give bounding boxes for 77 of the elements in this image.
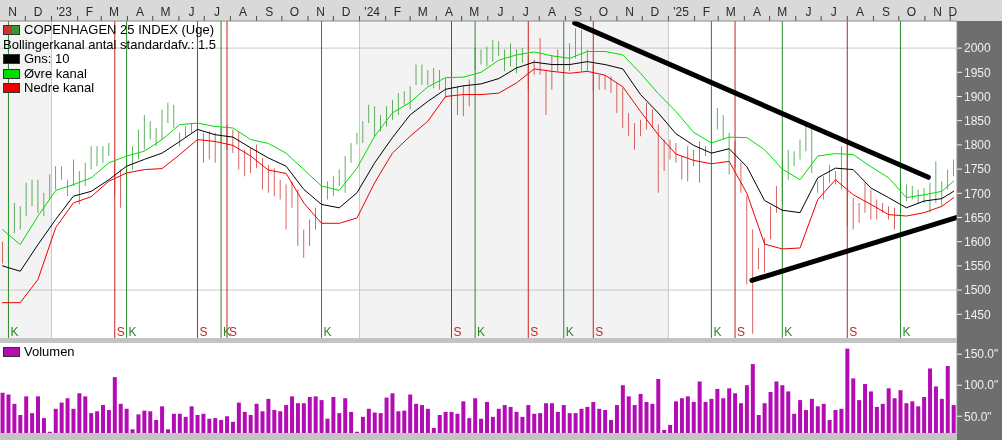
- ref-line-label: K: [565, 325, 574, 339]
- ref-line-label: K: [784, 325, 793, 339]
- ref-line-label: K: [128, 325, 137, 339]
- x-tick-label: M: [160, 4, 171, 19]
- x-tick-label: M: [417, 4, 428, 19]
- x-tick-label: S: [882, 4, 891, 19]
- y-tick-label: 1800: [964, 138, 992, 153]
- x-tick-label: O: [598, 4, 609, 19]
- ref-line-label: K: [477, 325, 486, 339]
- x-tick-label: A: [239, 4, 248, 19]
- ref-line-label: S: [199, 325, 208, 339]
- x-tick-label: O: [906, 4, 917, 19]
- x-tick-label: F: [702, 4, 711, 19]
- y-tick-label: 1900: [964, 89, 992, 104]
- x-tick-label: S: [574, 4, 583, 19]
- x-tick-label: M: [108, 4, 119, 19]
- ref-line-label: S: [595, 325, 604, 339]
- x-tick-label: N: [933, 4, 942, 19]
- x-tick-label: '24: [364, 4, 381, 19]
- x-tick-label: J: [522, 4, 529, 19]
- ref-line-label: S: [530, 325, 539, 339]
- y-tick-label: 1950: [964, 65, 992, 80]
- line-series: [2, 68, 955, 304]
- x-tick-label: M: [469, 4, 480, 19]
- y-tick-label: 2000: [964, 41, 992, 56]
- y-tick-label: 1550: [964, 259, 992, 274]
- y-tick-label: 1500: [964, 283, 992, 298]
- legend-label: Gns: 10: [24, 51, 70, 67]
- ref-line-label: K: [902, 325, 911, 339]
- legend-label: Nedre kanal: [24, 80, 95, 96]
- ref-line-label: S: [737, 325, 746, 339]
- x-tick-label: F: [393, 4, 402, 19]
- x-tick-label: M: [725, 4, 736, 19]
- x-tick-label: A: [752, 4, 761, 19]
- x-tick-label: N: [625, 4, 634, 19]
- ref-line-label: K: [323, 325, 332, 339]
- x-tick-label: '23: [56, 4, 73, 19]
- y-tick-label: 1700: [964, 186, 992, 201]
- x-tick-label: S: [265, 4, 274, 19]
- x-tick-label: A: [444, 4, 453, 19]
- x-tick-label: N: [8, 4, 17, 19]
- x-tick-label: A: [855, 4, 864, 19]
- x-tick-label: D: [33, 4, 43, 19]
- y-tick-label: 1850: [964, 113, 992, 128]
- legend-label: Volumen: [24, 344, 75, 360]
- x-tick-label: M: [777, 4, 788, 19]
- x-tick-label: J: [497, 4, 504, 19]
- x-tick-label: J: [805, 4, 812, 19]
- ref-line-label: K: [10, 325, 19, 339]
- ref-line-label: S: [116, 325, 125, 339]
- ref-line-label: K: [713, 325, 722, 339]
- x-tick-label: J: [830, 4, 837, 19]
- x-tick-label: A: [547, 4, 556, 19]
- legend-label: Øvre kanal: [24, 65, 87, 81]
- x-tick-label: D: [341, 4, 351, 19]
- x-tick-label: D: [948, 4, 958, 19]
- x-tick-label: J: [213, 4, 220, 19]
- y-tick-label: 50.0": [964, 409, 992, 424]
- x-tick-label: D: [650, 4, 660, 19]
- line-series: [2, 50, 955, 246]
- y-tick-label: 100.0": [964, 378, 999, 393]
- x-tick-label: O: [289, 4, 300, 19]
- y-tick-label: 1600: [964, 234, 992, 249]
- ref-line-label: S: [849, 325, 858, 339]
- ref-line-label: K: [223, 325, 232, 339]
- y-tick-label: 1650: [964, 210, 992, 225]
- x-tick-label: F: [85, 4, 94, 19]
- ref-line-label: S: [229, 325, 238, 339]
- x-tick-label: N: [316, 4, 326, 19]
- x-tick-label: '25: [673, 4, 690, 19]
- y-tick-label: 150.0": [964, 347, 999, 362]
- line-series: [2, 61, 955, 272]
- ref-line-label: S: [453, 325, 462, 339]
- y-tick-label: 1450: [964, 307, 992, 322]
- x-tick-label: A: [136, 4, 145, 19]
- y-tick-label: 1750: [964, 162, 992, 177]
- x-tick-label: J: [188, 4, 195, 19]
